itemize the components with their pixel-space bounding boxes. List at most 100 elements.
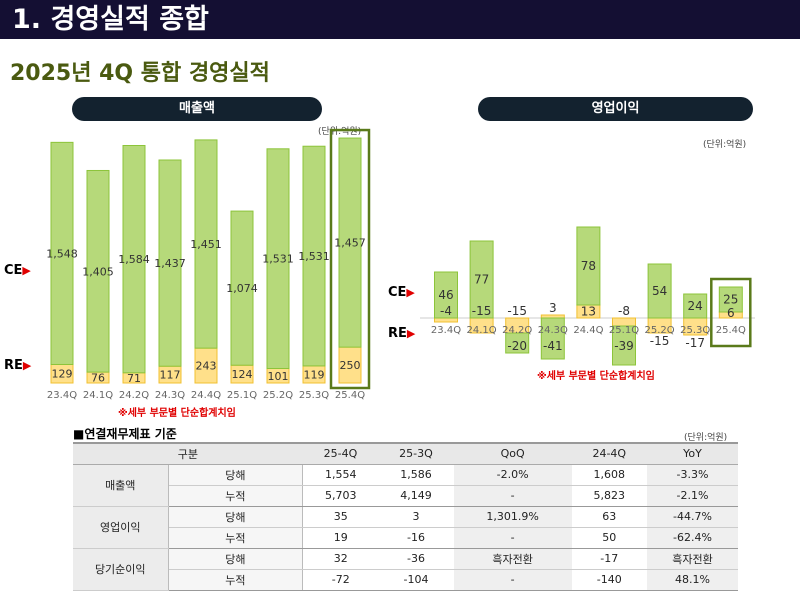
- data-label-re-23.4Q: 129: [52, 368, 73, 381]
- data-label-ce-24.3Q: 1,437: [154, 257, 186, 270]
- table-cell: -: [453, 485, 572, 507]
- table-cell: -: [453, 569, 572, 591]
- data-label-re-25.2Q: 101: [268, 370, 289, 383]
- table-cell: 1,586: [378, 464, 454, 486]
- bar-ce-24.4Q: [194, 139, 218, 349]
- table-cell: -44.7%: [647, 506, 738, 528]
- table-cell: 누적: [168, 485, 304, 507]
- bar-ce-24.3Q: [158, 159, 182, 367]
- table-cell: 5,703: [302, 485, 379, 507]
- table-cell: -2.1%: [647, 485, 738, 507]
- table-cell: -62.4%: [647, 527, 738, 549]
- table-row: 매출액 당해 1,554 1,586 -2.0% 1,608 -3.3%: [73, 464, 738, 507]
- row-group-label: 매출액: [73, 464, 169, 507]
- table-cell: -17: [571, 548, 648, 570]
- table-cell: 당해: [168, 548, 304, 570]
- bar-ce-24.4Q: [576, 226, 601, 306]
- bar-ce-25.4Q: [718, 286, 743, 313]
- bar-ce-25.1Q: [230, 210, 254, 366]
- data-label-ce-25.1Q: 1,074: [226, 282, 258, 295]
- data-label-re-25.4Q: 6: [727, 306, 735, 320]
- x-tick-25.4Q: 25.4Q: [716, 325, 746, 336]
- table-cell: 1,608: [571, 464, 648, 486]
- bar-ce-25.1Q: [612, 325, 636, 366]
- data-label-re-24.4Q: 243: [196, 360, 217, 373]
- table-row: 누적 5,703 4,149-5,823 -2.1%: [73, 485, 738, 507]
- footnote-left: ※세부 부문별 단순합계치임: [118, 408, 236, 419]
- table-cell: 1,301.9%: [453, 506, 572, 528]
- section-subtitle: 2025년 4Q 통합 경영실적: [10, 61, 270, 86]
- data-label-re-25.4Q: 250: [340, 359, 361, 372]
- row-group-label: 영업이익: [73, 506, 169, 549]
- table-cell: 누적: [168, 569, 304, 591]
- re-label-left: RE▶: [4, 358, 32, 373]
- data-label-re-24.3Q: 3: [549, 301, 557, 315]
- row-group-label: 당기순이익: [73, 548, 169, 591]
- x-tick-25.2Q: 25.2Q: [645, 325, 675, 336]
- table-cell: 흑자전환: [453, 548, 572, 570]
- data-label-re-24.1Q: -15: [472, 304, 492, 318]
- data-label-re-25.1Q: 124: [232, 368, 253, 381]
- table-cell: 4,149: [378, 485, 454, 507]
- x-tick-24.2Q: 24.2Q: [119, 390, 149, 401]
- arrow-right-icon: ▶: [406, 327, 416, 340]
- bar-re-23.4Q: [434, 317, 458, 323]
- table-cell: 당해: [168, 464, 304, 486]
- data-label-ce-24.4Q: 1,451: [190, 238, 222, 251]
- x-tick-24.4Q: 24.4Q: [573, 325, 603, 336]
- x-tick-24.3Q: 24.3Q: [155, 390, 185, 401]
- data-label-re-25.2Q: -15: [650, 334, 670, 348]
- table-cell: 3: [378, 506, 454, 528]
- data-label-ce-24.2Q: 1,584: [118, 253, 150, 266]
- data-label-re-24.3Q: 117: [160, 369, 181, 382]
- x-tick-24.1Q: 24.1Q: [467, 325, 497, 336]
- bar-ce-24.2Q: [122, 145, 146, 374]
- re-label-right: RE▶: [388, 326, 416, 341]
- x-tick-23.4Q: 23.4Q: [431, 325, 461, 336]
- table-row: 당기순이익 당해 32 -36 흑자전환 -17 흑자전환: [73, 548, 738, 591]
- table-cell: -16: [378, 527, 454, 549]
- col-header: QoQ: [453, 442, 572, 465]
- data-label-re-25.3Q: 119: [304, 368, 325, 381]
- table-cell: 흑자전환: [647, 548, 738, 570]
- x-tick-24.2Q: 24.2Q: [502, 325, 532, 336]
- bar-ce-25.2Q: [647, 263, 672, 319]
- table-row: 누적 19 -16-50 -62.4%: [73, 527, 738, 549]
- data-label-ce-25.4Q: 1,457: [334, 237, 366, 250]
- table-cell: 32: [302, 548, 379, 570]
- data-label-ce-25.4Q: 25: [723, 293, 738, 307]
- revenue-chart-title: 매출액: [72, 97, 322, 121]
- table-cell: 당해: [168, 506, 304, 528]
- x-tick-25.3Q: 25.3Q: [299, 390, 329, 401]
- col-header: YoY: [647, 442, 738, 465]
- x-tick-24.1Q: 24.1Q: [83, 390, 113, 401]
- table-cell: -72: [302, 569, 379, 591]
- table-unit: (단위:억원): [684, 433, 728, 443]
- arrow-right-icon: ▶: [406, 286, 415, 299]
- table-cell: -2.0%: [453, 464, 572, 486]
- table-header-row: 구분 25-4Q 25-3Q QoQ 24-4Q YoY: [73, 442, 738, 465]
- data-label-re-24.2Q: 71: [127, 372, 141, 385]
- data-label-ce-23.4Q: 1,548: [46, 247, 78, 260]
- col-header: 25-3Q: [378, 442, 454, 465]
- table-cell: 누적: [168, 527, 304, 549]
- bar-ce-24.1Q: [469, 240, 494, 319]
- table-cell: 63: [571, 506, 648, 528]
- col-header: 구분: [73, 442, 303, 465]
- data-label-re-25.1Q: -8: [618, 304, 630, 318]
- data-label-ce-24.1Q: 77: [474, 273, 489, 287]
- table-cell: 19: [302, 527, 379, 549]
- data-label-ce-25.2Q: 1,531: [262, 253, 294, 266]
- table-cell: -140: [571, 569, 648, 591]
- table-cell: 5,823: [571, 485, 648, 507]
- data-label-ce-25.3Q: 1,531: [298, 250, 330, 263]
- bar-ce-23.4Q: [50, 141, 74, 365]
- col-header: 25-4Q: [302, 442, 379, 465]
- table-cell: -104: [378, 569, 454, 591]
- x-tick-24.3Q: 24.3Q: [538, 325, 568, 336]
- highlight-box: [329, 128, 371, 390]
- data-label-re-25.3Q: -17: [685, 336, 705, 350]
- table-cell: 1,554: [302, 464, 379, 486]
- bar-ce-24.2Q: [505, 332, 530, 354]
- x-tick-25.1Q: 25.1Q: [609, 325, 639, 336]
